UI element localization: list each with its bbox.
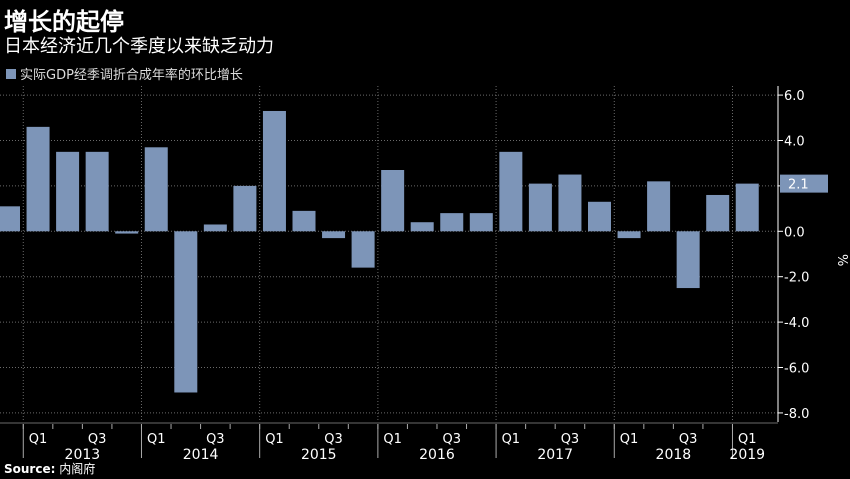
year-tick-label: 2019 (729, 447, 765, 463)
legend-swatch (6, 68, 16, 79)
chart-title: 增长的起停 (4, 8, 124, 36)
bar (617, 231, 641, 239)
bar (174, 231, 198, 393)
bar (499, 151, 523, 232)
legend: 实际GDP经季调折合成年率的环比增长 (6, 64, 243, 83)
y-tick-label: -6.0 (784, 362, 809, 377)
year-tick-label: 2016 (419, 447, 455, 463)
year-tick-label: 2014 (183, 447, 219, 463)
bar (588, 201, 611, 232)
bar (351, 231, 375, 268)
bar (0, 206, 20, 232)
legend-label: 实际GDP经季调折合成年率的环比增长 (20, 68, 243, 83)
bar (469, 213, 493, 232)
bar (322, 231, 346, 239)
quarter-tick-label: Q3 (442, 432, 461, 447)
quarter-tick-label: Q1 (383, 432, 402, 447)
y-tick-label: -8.0 (784, 407, 809, 422)
y-tick-label: -2.0 (784, 271, 809, 286)
bar (233, 185, 257, 232)
bar (440, 213, 464, 232)
year-tick-label: 2018 (656, 447, 692, 463)
quarter-tick-label: Q3 (324, 432, 343, 447)
last-value-label: 2.1 (788, 178, 809, 193)
bar (85, 151, 109, 232)
bar (203, 224, 227, 232)
last-value-badge (780, 174, 828, 193)
quarter-tick-label: Q3 (561, 432, 580, 447)
bar (56, 151, 80, 232)
quarter-tick-label: Q3 (679, 432, 698, 447)
quarter-tick-label: Q1 (620, 432, 639, 447)
bar (292, 210, 316, 232)
quarter-tick-label: Q1 (265, 432, 284, 447)
bar (262, 110, 286, 232)
bar (676, 231, 700, 289)
bar (144, 147, 168, 232)
bar (706, 194, 730, 232)
quarter-tick-label: Q1 (29, 432, 48, 447)
year-tick-label: 2013 (65, 447, 101, 463)
source-text: 内阁府 (59, 462, 96, 476)
source-note: Source: 内阁府 (4, 460, 95, 477)
y-tick-label: 6.0 (784, 89, 805, 104)
bar (647, 181, 671, 232)
bar (26, 126, 50, 232)
bar (381, 170, 405, 232)
quarter-tick-label: Q3 (206, 432, 225, 447)
quarter-tick-label: Q1 (738, 432, 757, 447)
y-tick-label: 4.0 (784, 134, 805, 149)
y-tick-label: -4.0 (784, 316, 809, 331)
bar (115, 231, 139, 234)
source-label: Source: (4, 462, 56, 476)
y-tick-label: 0.0 (784, 225, 805, 240)
quarter-tick-label: Q3 (88, 432, 107, 447)
bar (558, 174, 582, 232)
bar (410, 222, 434, 232)
quarter-tick-label: Q1 (147, 432, 166, 447)
chart-subtitle: 日本经济近几个季度以来缺乏动力 (4, 36, 274, 57)
year-tick-label: 2017 (537, 447, 573, 463)
y-axis-label: % (834, 254, 849, 266)
year-tick-label: 2015 (301, 447, 337, 463)
quarter-tick-label: Q1 (502, 432, 521, 447)
bar (528, 183, 552, 232)
bar (735, 183, 759, 232)
